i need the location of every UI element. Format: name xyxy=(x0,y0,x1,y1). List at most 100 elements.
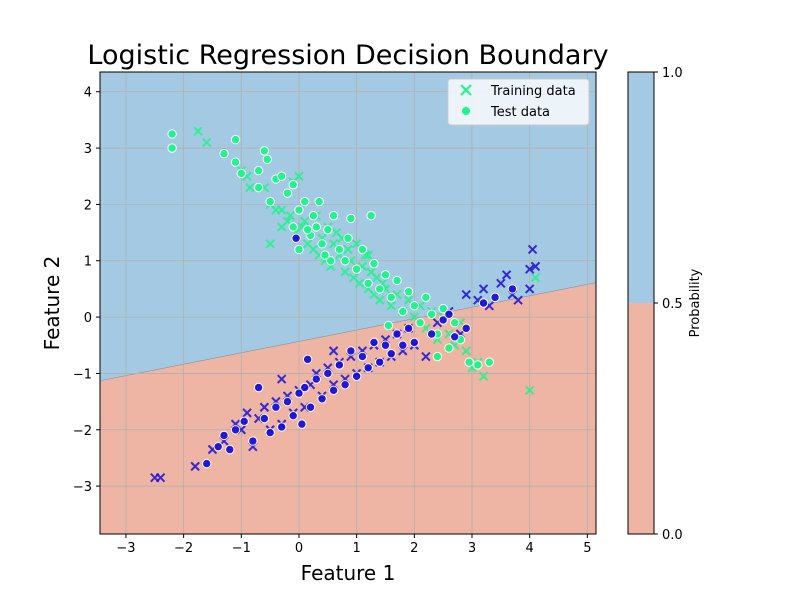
x-tick-label: 4 xyxy=(526,541,534,556)
plot-frame xyxy=(99,71,597,535)
test-point-class-0 xyxy=(409,337,420,348)
colorbar-ticks: 0.0 0.5 1.0 xyxy=(654,66,683,543)
test-point-class-0 xyxy=(386,349,396,359)
test-point-class-0 xyxy=(239,416,249,427)
x-tick-label: 2 xyxy=(410,541,418,556)
test-point-class-0 xyxy=(392,329,402,339)
test-point-class-0 xyxy=(288,410,298,421)
train-point-class-1 xyxy=(524,385,535,396)
test-point-class-1 xyxy=(259,146,270,156)
y-tick-label: 2 xyxy=(84,198,92,213)
test-point-class-1 xyxy=(294,205,304,215)
x-tick-label: 0 xyxy=(295,541,303,556)
train-point-class-1 xyxy=(285,210,296,221)
train-point-class-1 xyxy=(478,371,489,381)
y-tick-label: 1 xyxy=(84,255,92,270)
test-point-class-1 xyxy=(236,168,247,179)
test-point-class-0 xyxy=(357,351,368,362)
decision-boundary-line xyxy=(100,282,596,382)
x-tick-label: 5 xyxy=(583,541,591,556)
test-point-class-1 xyxy=(288,222,298,232)
test-point-class-1 xyxy=(230,157,241,167)
colorbar-label: Probability xyxy=(688,268,703,337)
test-point-class-1 xyxy=(375,284,385,294)
test-point-class-1 xyxy=(351,264,362,274)
test-point-class-1 xyxy=(438,303,448,314)
test-point-class-0 xyxy=(380,340,391,350)
test-point-class-1 xyxy=(346,213,356,224)
test-point-class-0 xyxy=(444,309,454,319)
test-point-class-0 xyxy=(340,379,350,390)
train-point-class-0 xyxy=(478,284,489,294)
test-point-class-0 xyxy=(478,298,489,308)
y-tick-label: −1 xyxy=(73,367,92,382)
train-point-class-1 xyxy=(245,182,255,193)
x-axis-ticks: −3 −2 −1 0 1 2 3 4 5 xyxy=(116,534,591,556)
chart-title: Logistic Regression Decision Boundary xyxy=(87,40,608,71)
y-tick-label: 4 xyxy=(84,86,92,101)
test-point-class-1 xyxy=(383,320,394,331)
test-point-class-0 xyxy=(334,360,345,370)
x-axis-label: Feature 1 xyxy=(301,561,396,585)
legend-box xyxy=(447,78,590,126)
train-point-class-1 xyxy=(294,171,304,181)
test-point-class-1 xyxy=(314,196,324,207)
test-point-class-0 xyxy=(282,396,293,407)
test-point-class-1 xyxy=(444,343,454,353)
test-point-class-1 xyxy=(167,143,177,153)
test-point-class-1 xyxy=(300,196,310,207)
train-point-class-1 xyxy=(276,205,287,215)
test-point-class-1 xyxy=(265,196,275,207)
y-tick-label: 0 xyxy=(84,311,92,326)
test-point-class-1 xyxy=(325,256,336,266)
test-point-class-1 xyxy=(426,309,437,319)
test-point-class-1 xyxy=(294,244,304,255)
test-point-class-0 xyxy=(230,425,241,435)
test-point-class-0 xyxy=(490,292,500,303)
test-point-class-1 xyxy=(253,182,264,193)
colorbar-tick-label: 0.5 xyxy=(662,297,683,312)
train-point-class-0 xyxy=(190,461,200,472)
test-point-class-0 xyxy=(461,323,471,334)
test-point-class-0 xyxy=(346,346,356,356)
train-point-class-1 xyxy=(300,216,310,227)
test-point-class-0 xyxy=(248,436,258,446)
train-point-class-1 xyxy=(340,267,350,277)
colorbar-lower xyxy=(628,303,654,534)
x-tick-label: −3 xyxy=(116,541,135,556)
train-point-class-0 xyxy=(524,264,535,274)
test-point-class-1 xyxy=(432,351,443,362)
test-point-class-0 xyxy=(438,315,448,325)
test-point-class-1 xyxy=(308,210,319,221)
train-point-class-0 xyxy=(513,295,523,305)
test-point-class-1 xyxy=(340,256,350,266)
test-point-class-0 xyxy=(297,419,307,429)
train-point-class-0 xyxy=(155,472,166,483)
test-point-class-1 xyxy=(288,179,298,190)
legend-train-label: Training data xyxy=(490,84,576,99)
train-point-class-1 xyxy=(201,137,212,148)
legend-train-marker xyxy=(460,84,472,96)
test-point-class-1 xyxy=(363,278,373,288)
test-point-class-0 xyxy=(507,284,518,294)
test-point-class-1 xyxy=(398,306,408,317)
test-point-class-0 xyxy=(311,374,321,384)
train-point-class-1 xyxy=(276,222,287,232)
colorbar-tick-label: 1.0 xyxy=(662,66,683,81)
test-point-class-1 xyxy=(392,275,402,286)
legend-test-label: Test data xyxy=(490,105,550,120)
x-tick-label: −1 xyxy=(232,541,251,556)
legend: Training data Test data xyxy=(447,78,590,126)
train-point-class-0 xyxy=(328,346,339,356)
plot-area: −3 −2 −1 0 1 2 3 4 5 −3 −2 −1 0 1 2 3 4 xyxy=(73,71,597,556)
train-point-class-1 xyxy=(343,244,353,255)
data-points xyxy=(150,126,541,483)
y-tick-label: −3 xyxy=(73,480,92,495)
test-point-class-1 xyxy=(253,165,264,176)
train-point-class-0 xyxy=(461,289,471,300)
test-point-class-0 xyxy=(302,354,313,365)
test-point-class-0 xyxy=(398,340,408,350)
test-point-class-0 xyxy=(375,357,385,367)
test-point-class-1 xyxy=(464,357,474,367)
